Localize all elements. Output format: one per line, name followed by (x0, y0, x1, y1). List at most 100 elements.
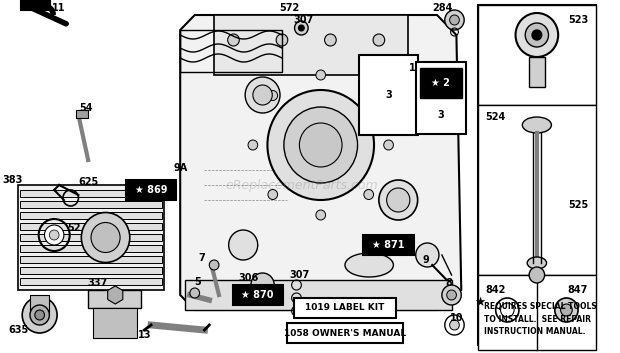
Text: 52: 52 (67, 223, 81, 233)
Circle shape (325, 34, 336, 46)
Text: 625: 625 (78, 177, 98, 187)
Circle shape (190, 288, 200, 298)
Circle shape (369, 85, 389, 105)
Circle shape (45, 225, 64, 245)
Bar (416, 62, 466, 134)
Text: 847: 847 (568, 285, 588, 295)
Circle shape (525, 23, 549, 47)
Circle shape (373, 34, 384, 46)
Circle shape (364, 190, 373, 199)
Circle shape (35, 310, 45, 320)
Circle shape (364, 90, 373, 101)
Bar (214, 15, 408, 75)
Circle shape (532, 30, 542, 40)
Bar (20, 256, 162, 263)
Text: eReplacementParts.com: eReplacementParts.com (225, 179, 378, 191)
Text: 523: 523 (568, 15, 588, 25)
Bar (420, 68, 463, 98)
Ellipse shape (345, 253, 394, 277)
Circle shape (387, 188, 410, 212)
Bar (478, 275, 596, 350)
Text: 7: 7 (198, 253, 205, 263)
Circle shape (316, 210, 326, 220)
Bar (88, 290, 141, 308)
Bar (20, 245, 162, 252)
Circle shape (276, 34, 288, 46)
Circle shape (91, 222, 120, 252)
Text: ★ 869: ★ 869 (135, 185, 167, 195)
Circle shape (298, 25, 304, 31)
Bar (20, 201, 162, 208)
Circle shape (50, 230, 59, 240)
Circle shape (229, 230, 258, 260)
Bar (20, 267, 162, 274)
Bar (93, 308, 136, 338)
Circle shape (284, 107, 358, 183)
Circle shape (245, 77, 280, 113)
Bar (20, 190, 162, 197)
Bar (360, 55, 418, 135)
Text: ★ 2: ★ 2 (432, 78, 450, 88)
Text: 9: 9 (422, 255, 429, 265)
Circle shape (361, 77, 396, 113)
Bar (287, 323, 403, 343)
Text: 13: 13 (138, 330, 151, 340)
Text: 11: 11 (52, 3, 66, 13)
Text: 9A: 9A (173, 163, 187, 173)
Circle shape (416, 243, 439, 267)
Circle shape (450, 320, 459, 330)
Bar (19, 185, 164, 290)
Circle shape (253, 85, 272, 105)
Bar (20, 278, 162, 285)
Bar (478, 5, 596, 345)
Bar (185, 280, 451, 310)
Circle shape (22, 297, 57, 333)
Circle shape (500, 303, 514, 317)
Bar (363, 235, 414, 255)
Bar (126, 180, 176, 200)
Bar (20, 212, 162, 219)
Text: 5: 5 (194, 277, 201, 287)
Circle shape (268, 190, 278, 199)
Text: 572: 572 (280, 3, 300, 13)
Ellipse shape (527, 257, 547, 269)
Text: 1: 1 (409, 63, 416, 73)
Bar (76, 110, 88, 118)
Circle shape (442, 285, 461, 305)
Circle shape (251, 273, 274, 297)
Text: ★ 871: ★ 871 (373, 240, 405, 250)
Circle shape (81, 213, 130, 263)
Circle shape (210, 260, 219, 270)
Circle shape (384, 140, 394, 150)
Polygon shape (108, 286, 123, 304)
Bar (294, 298, 396, 318)
Circle shape (30, 305, 50, 325)
Bar (232, 285, 283, 305)
Circle shape (299, 123, 342, 167)
Ellipse shape (522, 117, 551, 133)
Text: ★: ★ (474, 295, 485, 309)
Bar (180, 30, 282, 72)
Text: 8: 8 (445, 278, 452, 288)
Text: 284: 284 (433, 3, 453, 13)
Text: 1019 LABEL KIT: 1019 LABEL KIT (305, 304, 384, 312)
Bar (529, 57, 544, 87)
Text: 383: 383 (2, 175, 23, 185)
Text: 635: 635 (8, 325, 29, 335)
Text: 54: 54 (79, 103, 93, 113)
Text: 1058 OWNER'S MANUAL: 1058 OWNER'S MANUAL (284, 329, 406, 337)
Circle shape (516, 13, 558, 57)
Text: 307: 307 (290, 270, 309, 280)
Circle shape (316, 70, 326, 80)
Bar (478, 5, 596, 105)
Circle shape (268, 90, 278, 101)
Bar (30, 295, 50, 315)
Circle shape (248, 140, 258, 150)
Text: 307: 307 (293, 15, 313, 25)
Text: 525: 525 (568, 200, 588, 210)
Circle shape (447, 290, 456, 300)
Circle shape (445, 10, 464, 30)
Circle shape (228, 34, 239, 46)
Text: 842: 842 (485, 285, 506, 295)
Bar (20, 223, 162, 230)
